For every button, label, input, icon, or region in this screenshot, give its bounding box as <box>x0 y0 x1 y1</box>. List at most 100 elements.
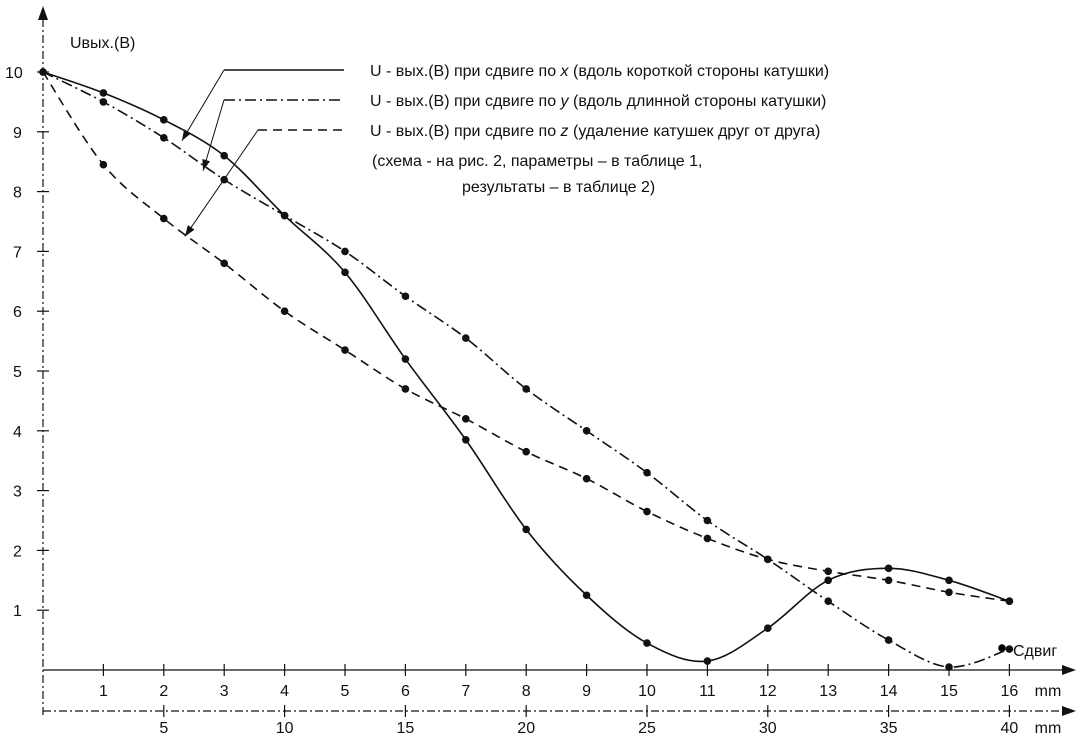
data-point <box>764 624 772 632</box>
y-tick-label: 4 <box>13 424 22 441</box>
x-secondary-tick-label: 10 <box>276 720 294 737</box>
x-secondary-unit-label: mm <box>1035 720 1062 737</box>
data-point <box>884 576 893 585</box>
legend: U - вых.(В) при сдвиге по x (вдоль корот… <box>181 63 829 237</box>
y-tick-label: 2 <box>13 543 22 560</box>
data-point <box>582 591 591 600</box>
legend-x-label-prefix: U - вых.(В) при сдвиге по <box>370 63 561 80</box>
x-primary-unit-label: mm <box>1035 683 1062 700</box>
data-point <box>703 657 712 665</box>
x-secondary-tick-label: 40 <box>1001 720 1019 737</box>
x-axis-primary-arrow-icon <box>1062 665 1076 675</box>
data-point <box>341 346 349 354</box>
y-tick-label: 7 <box>13 244 22 261</box>
data-point <box>401 385 410 393</box>
x-primary-tick-label: 14 <box>880 683 898 700</box>
x-primary-tick-label: 4 <box>280 683 289 700</box>
y-tick-label: 9 <box>13 125 22 142</box>
x-primary-tick-label: 7 <box>461 683 470 700</box>
x-primary-tick-label: 15 <box>940 683 958 700</box>
x-primary-tick-label: 2 <box>159 683 168 700</box>
legend-z-label-var: z <box>560 123 569 140</box>
data-point <box>401 292 410 301</box>
note-line: (схема - на рис. 2, параметры – в таблиц… <box>372 153 702 170</box>
series-z-line <box>42 71 1010 603</box>
legend-y-label-suffix: (вдоль длинной стороны катушки) <box>569 93 827 110</box>
x-primary-tick-label: 8 <box>522 683 531 700</box>
legend-x-label-var: x <box>560 63 570 80</box>
note-line: результаты – в таблице 2) <box>462 179 655 196</box>
x-primary-tick-label: 13 <box>819 683 837 700</box>
y-tick-label: 3 <box>13 484 22 501</box>
legend-y-label-var: y <box>560 93 570 110</box>
y-tick-label: 1 <box>13 603 22 620</box>
data-point <box>643 507 651 516</box>
y-axis-arrow-icon <box>38 6 48 20</box>
data-point <box>522 525 530 534</box>
x-primary-tick-label: 6 <box>401 683 410 700</box>
x-secondary-tick-label: 5 <box>159 720 168 737</box>
x-secondary-tick-label: 35 <box>880 720 898 737</box>
data-point <box>39 68 47 76</box>
legend-x-label: U - вых.(В) при сдвиге по x (вдоль корот… <box>370 63 829 80</box>
data-point <box>160 116 168 124</box>
axes: Uвых.(В) Сдвиг <box>38 6 1076 716</box>
data-point <box>945 663 953 671</box>
data-point <box>99 98 108 106</box>
data-point <box>280 211 289 220</box>
legend-y-pointer <box>202 99 225 171</box>
x-axis-title: Сдвиг <box>1013 643 1057 660</box>
points-group <box>39 68 1014 671</box>
legend-y-arrow-icon <box>202 158 211 171</box>
data-point <box>764 555 772 564</box>
x-primary-tick-label: 1 <box>99 683 108 700</box>
data-point <box>945 576 953 585</box>
legend-z-arrow-icon <box>184 225 195 237</box>
x-primary-tick-label: 12 <box>759 683 777 700</box>
series-y-line <box>42 71 1010 668</box>
legend-x-pointer <box>181 69 225 142</box>
y-tick-label: 6 <box>13 304 22 321</box>
x-axis-secondary-arrow-icon <box>1062 706 1076 716</box>
legend-z-label: U - вых.(В) при сдвиге по z (удаление ка… <box>370 123 820 140</box>
legend-z-label-suffix: (удаление катушек друг от друга) <box>569 123 821 140</box>
data-point <box>99 160 108 169</box>
data-point <box>341 247 349 256</box>
x-secondary-tick-label: 30 <box>759 720 777 737</box>
data-point <box>220 151 228 160</box>
data-point <box>703 516 712 525</box>
legend-y-label: U - вых.(В) при сдвиге по y (вдоль длинн… <box>370 93 826 110</box>
data-point <box>582 427 591 435</box>
data-point <box>824 597 832 606</box>
x-secondary-tick-label: 20 <box>517 720 535 737</box>
legend-x-label-suffix: (вдоль короткой стороны катушки) <box>569 63 830 80</box>
data-point <box>462 435 470 444</box>
x-primary-tick-label: 5 <box>341 683 350 700</box>
data-point <box>401 355 410 363</box>
x-secondary-tick-label: 15 <box>397 720 415 737</box>
data-point <box>884 564 893 573</box>
data-point <box>1005 645 1014 653</box>
data-point <box>341 268 349 277</box>
data-point <box>160 133 168 142</box>
x-axis-title-marker <box>998 644 1006 652</box>
y-tick-label: 8 <box>13 185 22 202</box>
x-secondary-tick-label: 25 <box>638 720 656 737</box>
data-point <box>884 636 893 644</box>
x-primary-tick-label: 10 <box>638 683 656 700</box>
y-tick-label: 5 <box>13 364 22 381</box>
data-point <box>522 385 530 393</box>
x-primary-tick-label: 3 <box>220 683 229 700</box>
data-point <box>945 588 953 597</box>
data-point <box>462 334 470 342</box>
data-point <box>160 214 168 223</box>
data-point <box>643 468 651 477</box>
data-point <box>462 415 470 423</box>
y-axis-title: Uвых.(В) <box>70 35 135 52</box>
x-primary-tick-label: 16 <box>1001 683 1019 700</box>
data-point <box>582 474 591 483</box>
data-point <box>1005 597 1014 606</box>
data-point <box>220 259 228 268</box>
